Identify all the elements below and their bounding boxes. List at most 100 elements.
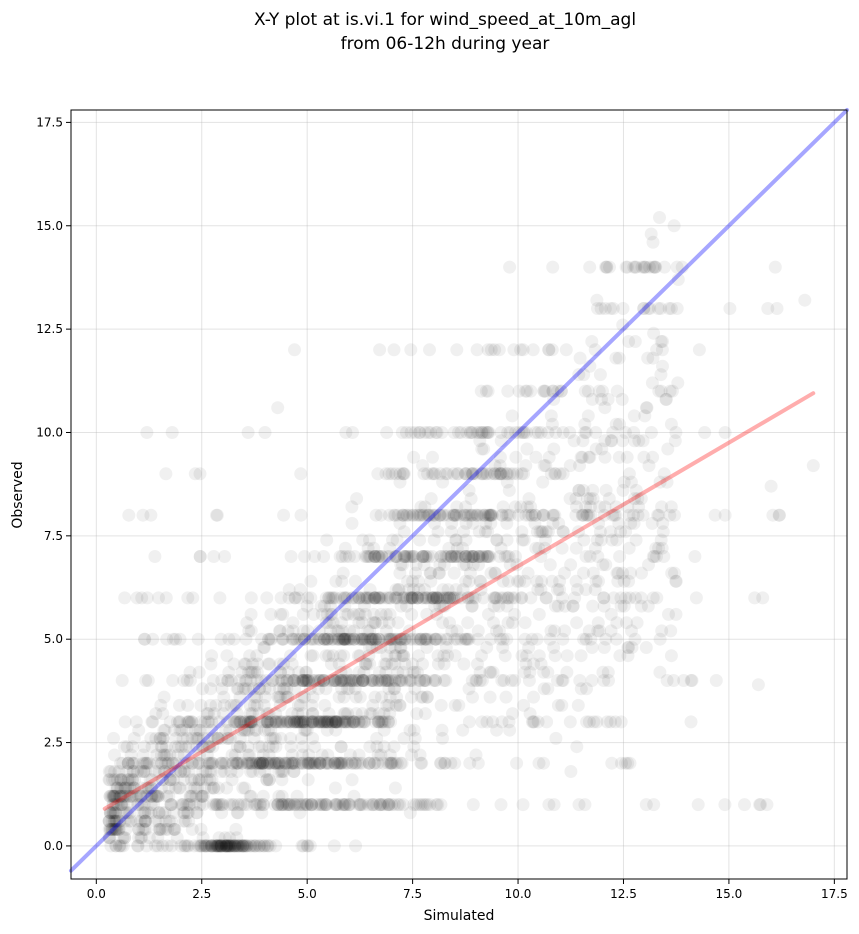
- data-point-1541: [569, 541, 583, 555]
- data-point-965: [193, 550, 207, 563]
- data-point-1666: [617, 475, 631, 489]
- data-point-527: [378, 674, 392, 687]
- data-point-2157: [541, 525, 555, 539]
- data-point-1020: [446, 508, 460, 522]
- data-point-175: [282, 798, 296, 812]
- data-point-735: [356, 632, 369, 646]
- data-point-1210: [373, 343, 387, 357]
- data-point-1698: [273, 665, 287, 679]
- data-point-2061: [196, 789, 210, 803]
- data-point-176: [298, 798, 311, 812]
- data-point-1974: [132, 789, 146, 803]
- data-point-1836: [345, 773, 359, 787]
- data-point-1616: [568, 591, 582, 605]
- data-point-2488: [110, 781, 124, 795]
- data-point-870: [358, 591, 372, 605]
- data-point-1896: [315, 607, 329, 621]
- data-point-1900: [616, 483, 630, 497]
- data-point-1109: [393, 467, 407, 481]
- data-point-473: [342, 715, 356, 729]
- data-point-713: [413, 632, 427, 646]
- data-point-360: [605, 756, 619, 770]
- data-point-1671: [345, 516, 359, 530]
- data-point-1055: [569, 508, 583, 522]
- data-point-2122: [462, 682, 476, 696]
- data-point-1619: [274, 665, 288, 679]
- data-point-2393: [484, 665, 498, 679]
- data-point-173: [361, 798, 375, 812]
- data-point-256: [353, 756, 367, 770]
- data-point-799: [400, 591, 414, 605]
- data-point-548: [346, 674, 360, 687]
- data-point-1617: [218, 765, 231, 778]
- data-point-1082: [397, 467, 410, 481]
- data-point-1384: [365, 641, 379, 654]
- data-point-2468: [527, 657, 541, 671]
- data-point-561: [356, 674, 370, 687]
- data-point-872: [689, 591, 703, 605]
- data-point-2334: [287, 765, 301, 778]
- data-point-1441: [437, 649, 451, 663]
- data-point-51: [217, 839, 231, 853]
- data-point-877: [415, 591, 429, 605]
- data-point-210: [391, 798, 405, 812]
- data-point-2544: [134, 831, 148, 845]
- data-point-1625: [295, 731, 308, 745]
- data-point-2077: [252, 707, 266, 721]
- data-point-327: [201, 756, 215, 770]
- data-point-2039: [320, 723, 334, 737]
- data-point-2031: [307, 607, 321, 621]
- data-point-1382: [173, 781, 187, 795]
- data-point-986: [484, 508, 498, 522]
- data-point-357: [438, 756, 452, 770]
- data-point-245: [333, 756, 347, 770]
- data-point-1739: [106, 773, 119, 787]
- data-point-2171: [284, 715, 298, 729]
- data-point-1987: [515, 649, 529, 663]
- data-point-1704: [430, 607, 444, 621]
- data-point-386: [328, 715, 342, 729]
- data-point-1000: [409, 508, 423, 522]
- data-point-152: [287, 798, 301, 812]
- data-point-859: [443, 591, 456, 605]
- data-point-1296: [126, 740, 140, 754]
- data-point-1771: [111, 781, 124, 795]
- data-point-2019: [591, 624, 605, 638]
- data-point-1153: [418, 426, 432, 439]
- data-point-24: [210, 839, 224, 853]
- data-point-774: [494, 591, 508, 605]
- data-point-693: [289, 632, 303, 646]
- data-point-703: [384, 632, 397, 646]
- data-point-1415: [333, 756, 347, 770]
- data-point-1530: [560, 665, 574, 679]
- data-point-1893: [609, 508, 623, 522]
- data-point-1451: [244, 624, 258, 638]
- data-point-1838: [659, 392, 673, 406]
- data-point-2145: [136, 822, 150, 836]
- data-point-788: [340, 591, 354, 605]
- data-point-1466: [264, 723, 278, 737]
- data-point-1743: [244, 765, 257, 778]
- data-point-779: [410, 591, 424, 605]
- data-point-1946: [594, 533, 608, 547]
- data-point-2296: [104, 765, 118, 778]
- data-point-547: [379, 674, 393, 687]
- data-point-1611: [233, 690, 247, 704]
- data-point-2216: [369, 798, 383, 812]
- data-point-824: [429, 591, 443, 605]
- data-point-1505: [612, 516, 626, 530]
- data-point-1712: [126, 781, 140, 795]
- data-point-1618: [644, 426, 658, 439]
- data-point-1292: [448, 698, 462, 712]
- data-point-65: [210, 839, 223, 853]
- data-point-396: [298, 715, 312, 729]
- data-point-768: [391, 591, 405, 605]
- data-point-1925: [621, 641, 635, 654]
- data-point-892: [368, 550, 382, 563]
- data-point-1101: [421, 467, 434, 481]
- data-point-2217: [413, 533, 427, 547]
- data-point-2653: [684, 715, 698, 729]
- data-point-785: [337, 591, 351, 605]
- data-point-449: [335, 715, 349, 729]
- data-point-1596: [300, 723, 314, 737]
